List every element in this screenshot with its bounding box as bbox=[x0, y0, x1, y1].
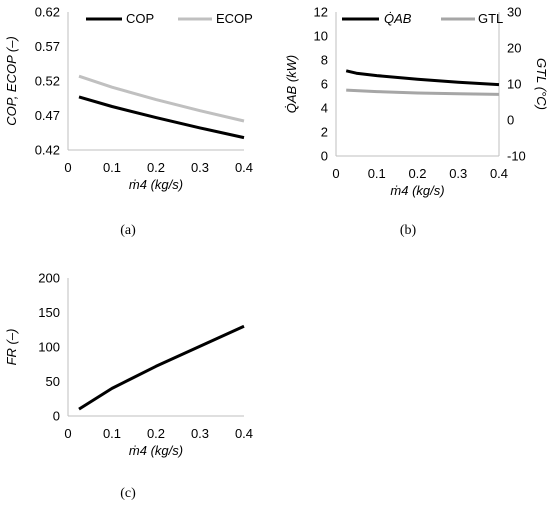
figure-caption: (b) bbox=[400, 223, 417, 238]
x-tick-label: 0.2 bbox=[408, 166, 426, 181]
x-tick-label: 0.2 bbox=[147, 160, 165, 175]
y-tick-label: 0 bbox=[53, 409, 60, 424]
legend-label: COP bbox=[126, 11, 154, 26]
y-right-tick-label: 30 bbox=[507, 5, 521, 20]
x-axis-label: ṁ4 (kg/s) bbox=[129, 177, 183, 192]
y-tick-label: 4 bbox=[321, 101, 328, 116]
y-tick-label: 0.57 bbox=[35, 39, 60, 54]
x-tick-label: 0.4 bbox=[235, 160, 253, 175]
y-tick-label: 0.47 bbox=[35, 108, 60, 123]
y-tick-label: 200 bbox=[38, 271, 60, 286]
x-tick-label: 0.1 bbox=[103, 426, 121, 441]
y-tick-label: 10 bbox=[314, 29, 328, 44]
series-line-ecop bbox=[78, 74, 245, 123]
y-tick-label: 2 bbox=[321, 125, 328, 140]
x-axis-label: ṁ4 (kg/s) bbox=[129, 443, 183, 458]
y-tick-label: 0.52 bbox=[35, 74, 60, 89]
x-tick-label: 0.3 bbox=[191, 426, 209, 441]
figure-caption: (c) bbox=[120, 486, 136, 501]
series-line-s0 bbox=[78, 324, 245, 411]
chart-b: 0 0.1 0.2 0.3 0.4 0 2 4 6 8 10 12 -10 0 10 20 30 ṁ4 (kg/s… bbox=[284, 5, 549, 239]
x-axis-label: ṁ4 (kg/s) bbox=[390, 183, 444, 198]
x-tick-label: 0.3 bbox=[191, 160, 209, 175]
legend-label: Q̇AB bbox=[384, 11, 412, 26]
y-axis-label: FR (–) bbox=[4, 329, 19, 366]
y-tick-label: 12 bbox=[314, 5, 328, 20]
series-line-gtl bbox=[346, 88, 500, 96]
x-tick-label: 0.3 bbox=[449, 166, 467, 181]
x-tick-label: 0.1 bbox=[368, 166, 386, 181]
y-tick-label: 150 bbox=[38, 305, 60, 320]
x-tick-label: 0.4 bbox=[235, 426, 253, 441]
legend-label: GTL bbox=[478, 11, 503, 26]
x-tick-label: 0.1 bbox=[103, 160, 121, 175]
x-tick-label: 0.2 bbox=[147, 426, 165, 441]
y-axis-label: Q̇AB (kW) bbox=[284, 55, 299, 114]
y-tick-label: 6 bbox=[321, 77, 328, 92]
chart-a: 0 0.1 0.2 0.3 0.4 0.42 0.47 0.52 0.57 0.62 ṁ4 (kg/… bbox=[4, 5, 253, 239]
y-tick-label: 0.42 bbox=[35, 143, 60, 158]
y-axis-label: COP, ECOP (–) bbox=[4, 36, 19, 126]
x-tick-label: 0 bbox=[64, 426, 71, 441]
y-axis-right-label: GTL (°C) bbox=[534, 58, 549, 110]
y-tick-label: 8 bbox=[321, 53, 328, 68]
figure-caption: (a) bbox=[120, 223, 136, 238]
y-tick-label: 50 bbox=[46, 374, 60, 389]
y-right-tick-label: 0 bbox=[507, 113, 514, 128]
y-tick-label: 100 bbox=[38, 340, 60, 355]
legend-label: ECOP bbox=[216, 11, 253, 26]
y-tick-label: 0 bbox=[321, 149, 328, 164]
y-right-tick-label: 10 bbox=[507, 77, 521, 92]
x-tick-label: 0.4 bbox=[490, 166, 508, 181]
chart-c: 0 0.1 0.2 0.3 0.4 0 50 100 150 200 ṁ4 (kg/s) FR (–)… bbox=[4, 271, 253, 502]
x-tick-label: 0 bbox=[332, 166, 339, 181]
y-right-tick-label: -10 bbox=[507, 149, 526, 164]
x-tick-label: 0 bbox=[64, 160, 71, 175]
y-tick-label: 0.62 bbox=[35, 5, 60, 20]
series-line-qab bbox=[345, 69, 500, 87]
y-right-tick-label: 20 bbox=[507, 41, 521, 56]
series-line-cop bbox=[78, 95, 245, 140]
